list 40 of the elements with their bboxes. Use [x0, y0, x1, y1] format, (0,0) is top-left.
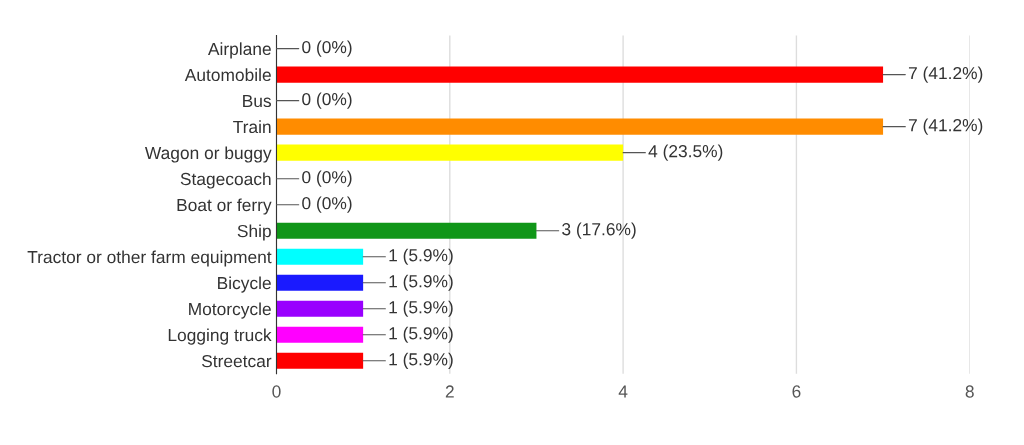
- data-label: 1 (5.9%): [389, 326, 453, 343]
- y-tick-label: Bicycle: [218, 276, 271, 293]
- y-tick-label: Airplane: [207, 42, 271, 59]
- y-tick-label: Streetcar: [201, 354, 272, 368]
- data-label: 7 (41.2%): [908, 118, 983, 135]
- y-tick-label: Motorcycle: [189, 302, 271, 319]
- bar: [276, 118, 884, 135]
- bar: [276, 300, 364, 317]
- y-tick-label: Tractor or other farm equipment: [27, 250, 272, 267]
- data-label: 0 (0%): [302, 92, 352, 109]
- x-tick-label: 8: [965, 385, 974, 398]
- bar: [276, 222, 537, 239]
- y-tick-label: Automobile: [184, 68, 271, 82]
- data-label: 0 (0%): [302, 40, 352, 57]
- y-tick-label: Stagecoach: [180, 172, 271, 189]
- x-tick-label: 0: [272, 385, 281, 398]
- y-tick-label: Bus: [243, 94, 271, 108]
- data-label: 1 (5.9%): [389, 274, 453, 291]
- data-label: 4 (23.5%): [648, 144, 723, 161]
- bar: [276, 144, 624, 161]
- bar: [276, 326, 364, 343]
- data-label: 1 (5.9%): [389, 300, 453, 317]
- bar: [276, 248, 364, 265]
- data-label: 0 (0%): [302, 170, 352, 187]
- x-tick-label: 6: [792, 385, 801, 398]
- y-tick-label: Logging truck: [168, 328, 272, 345]
- y-tick-label: Wagon or buggy: [144, 146, 272, 163]
- x-tick-label: 2: [445, 385, 454, 398]
- data-label: 1 (5.9%): [389, 248, 453, 265]
- bar: [276, 274, 364, 291]
- data-label: 3 (17.6%): [562, 222, 636, 239]
- y-tick-label: Train: [233, 120, 271, 134]
- x-tick-label: 4: [618, 385, 628, 398]
- y-tick-label: Boat or ferry: [177, 198, 272, 215]
- data-label: 0 (0%): [302, 196, 352, 213]
- data-label: 7 (41.2%): [908, 66, 983, 83]
- y-tick-label: Ship: [237, 224, 271, 241]
- bar: [276, 66, 884, 83]
- bar: [276, 352, 364, 369]
- data-label: 1 (5.9%): [389, 352, 453, 369]
